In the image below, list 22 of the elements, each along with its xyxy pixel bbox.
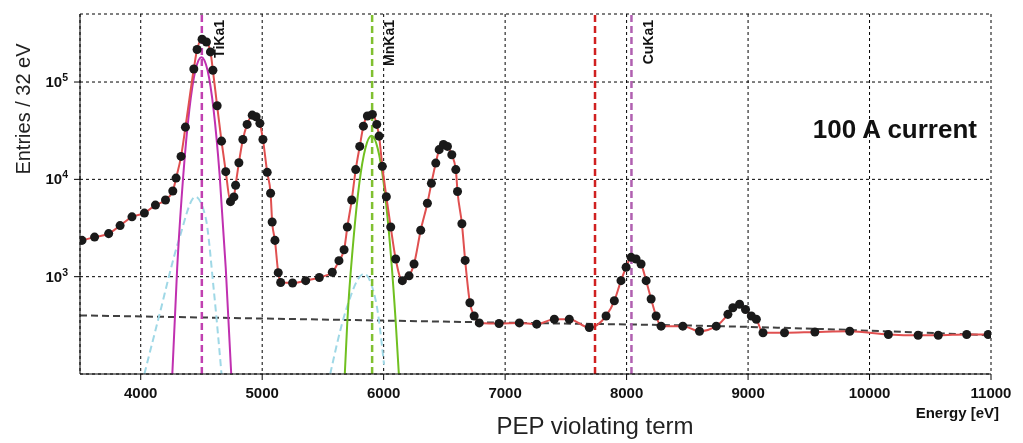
y-tick-label: 10$^{3}$ bbox=[45, 265, 69, 285]
x-tick-label: 6000 bbox=[366, 384, 401, 401]
x-tick-label: 9000 bbox=[731, 384, 765, 401]
line-series bbox=[143, 195, 223, 374]
annotation: 100 A current bbox=[812, 114, 977, 145]
x-tick-label: 8000 bbox=[609, 384, 644, 401]
x-tick-label: 5000 bbox=[245, 384, 279, 401]
y-tick-label: 10$^{5}$ bbox=[45, 71, 69, 91]
x-tick-label: 4000 bbox=[124, 384, 158, 401]
line-series bbox=[171, 56, 233, 374]
x-tick-label: 10000 bbox=[848, 384, 891, 401]
y-axis-title: Entries / 32 eV bbox=[12, 42, 34, 175]
y-tick-label: 10$^{4}$ bbox=[45, 168, 69, 188]
x-axis-title: Energy [eV] bbox=[915, 404, 999, 421]
x-tick-label: 11000 bbox=[970, 384, 1012, 401]
line-series bbox=[329, 272, 386, 374]
ref-line-label: CuKa1 bbox=[640, 19, 657, 65]
x-tick-label: 7000 bbox=[488, 384, 522, 401]
ref-line-label: MnKa1 bbox=[381, 19, 398, 66]
ref-line-label: TiKa1 bbox=[210, 19, 227, 58]
line-series bbox=[343, 134, 400, 374]
ref-line-label: PEP violating term bbox=[496, 412, 694, 439]
